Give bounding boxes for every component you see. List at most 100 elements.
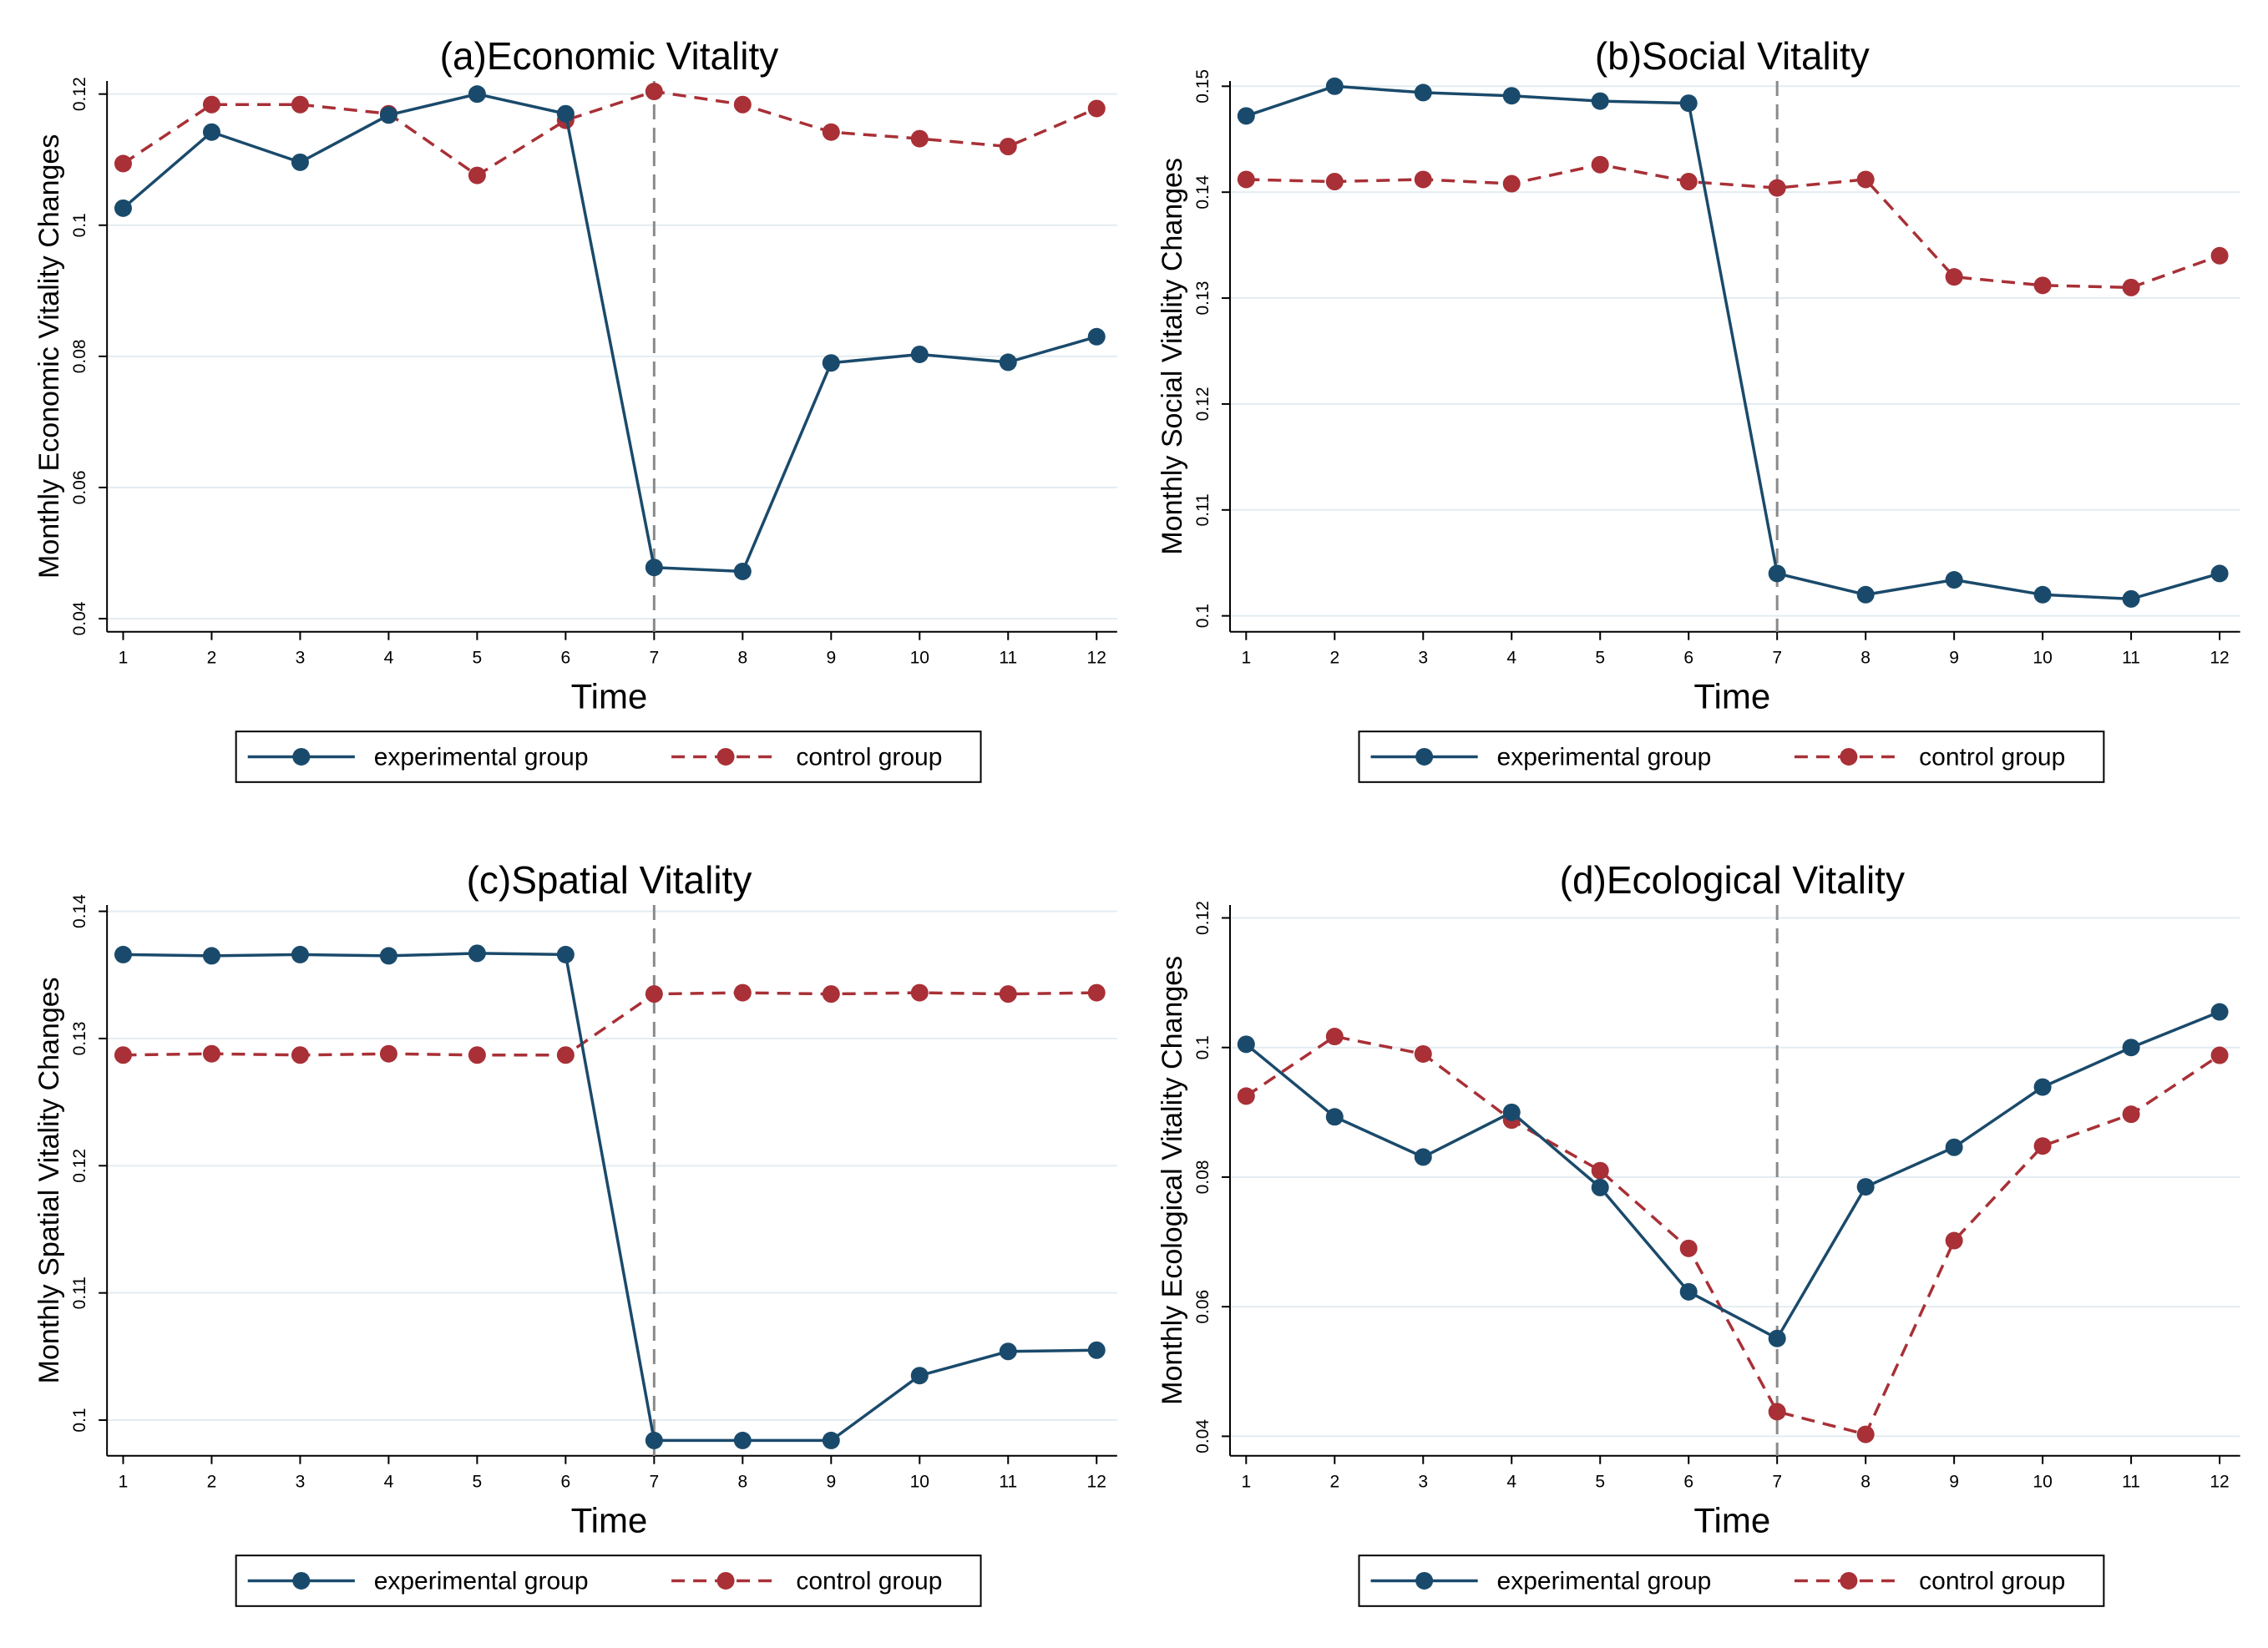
x-tick-label: 7 (649, 1473, 659, 1492)
data-point-control (1856, 1425, 1875, 1443)
x-tick-label: 11 (999, 649, 1017, 668)
data-point-experimental (202, 947, 220, 965)
data-point-control (2210, 246, 2229, 265)
data-point-control (733, 95, 752, 114)
data-point-experimental (379, 106, 397, 124)
y-axis-label: Monthly Social Vitality Changes (1157, 158, 1188, 555)
chart-panel-1: 0.040.060.080.10.121 2 3 4 5 6 7 8 9 10 11 12(a)Eco… (0, 0, 1117, 824)
data-point-experimental (910, 345, 929, 363)
y-tick-label: 0.06 (70, 470, 89, 504)
legend-marker-experimental (1415, 747, 1434, 766)
legend-marker-control (1840, 1571, 1858, 1590)
data-point-control (291, 1046, 309, 1064)
x-tick-label: 2 (207, 649, 217, 668)
y-tick-label: 0.15 (1193, 69, 1212, 104)
x-tick-label: 2 (207, 1473, 217, 1492)
data-point-experimental (1087, 327, 1106, 346)
data-point-control (114, 1046, 132, 1064)
data-point-experimental (291, 153, 309, 171)
x-tick-label: 8 (1860, 1473, 1871, 1492)
chart-title: (d)Ecological Vitality (1560, 858, 1905, 902)
y-tick-label: 0.12 (70, 1149, 89, 1183)
data-point-experimental (1591, 1178, 1609, 1196)
x-tick-label: 11 (2122, 649, 2140, 668)
legend-label-control: control group (796, 1567, 942, 1595)
data-point-experimental (291, 945, 309, 963)
x-tick-label: 4 (1506, 649, 1516, 668)
x-tick-label: 10 (910, 1473, 929, 1492)
data-point-control (468, 1046, 486, 1064)
x-axis-label: Time (1693, 676, 1770, 715)
data-point-control (822, 123, 840, 141)
data-point-experimental (1679, 1282, 1698, 1301)
legend-marker-control (1840, 747, 1858, 766)
y-tick-label: 0.04 (1193, 1419, 1212, 1453)
x-tick-label: 5 (1595, 1473, 1605, 1492)
data-point-experimental (2033, 585, 2052, 604)
legend-label-experimental: experimental group (1497, 743, 1712, 771)
x-tick-label: 7 (1772, 1473, 1782, 1492)
legend-label-control: control group (796, 743, 942, 771)
data-point-control (1856, 170, 1875, 189)
x-tick-label: 3 (1418, 1473, 1428, 1492)
x-tick-label: 9 (1949, 1473, 1959, 1492)
legend-box (235, 730, 982, 783)
data-point-control (114, 154, 132, 173)
legend-label-experimental: experimental group (374, 743, 589, 771)
data-point-control (1325, 1028, 1344, 1046)
data-point-experimental (2033, 1078, 2052, 1096)
series-line-experimental (123, 952, 1097, 1443)
y-tick-label: 0.1 (1193, 1035, 1212, 1059)
data-point-control (1591, 155, 1609, 174)
x-axis-label: Time (571, 676, 648, 715)
legend-box (1358, 730, 2105, 783)
data-point-experimental (1945, 1138, 1963, 1156)
chart-panel-3: 0.10.110.120.130.141 2 3 4 5 6 7 8 9 10 11 12(c)Spa… (0, 827, 1117, 1648)
data-point-control (379, 1044, 397, 1063)
x-tick-label: 7 (1772, 649, 1782, 668)
data-point-experimental (1325, 77, 1344, 95)
x-tick-label: 12 (1087, 649, 1106, 668)
data-point-experimental (1502, 87, 1521, 105)
legend-box (235, 1554, 982, 1607)
data-point-experimental (202, 123, 220, 141)
x-tick-label: 6 (561, 1473, 571, 1492)
series-line-experimental (1245, 84, 2220, 601)
data-point-control (1768, 179, 1786, 197)
plot-area (107, 904, 1117, 1456)
x-tick-label: 1 (1241, 1473, 1251, 1492)
data-point-experimental (1768, 564, 1786, 583)
data-point-control (1945, 1231, 1963, 1250)
data-point-experimental (999, 353, 1017, 372)
legend-marker-experimental (292, 747, 311, 766)
data-point-experimental (822, 354, 840, 372)
data-point-control (2122, 278, 2140, 296)
x-tick-label: 4 (1506, 1473, 1516, 1492)
x-tick-label: 8 (737, 1473, 747, 1492)
chart-title: (a)Economic Vitality (440, 34, 779, 78)
x-tick-label: 7 (649, 649, 659, 668)
x-tick-label: 6 (561, 649, 571, 668)
x-axis-label: Time (571, 1500, 648, 1539)
data-point-experimental (1856, 585, 1875, 604)
x-tick-label: 4 (384, 1473, 394, 1492)
data-point-control (999, 985, 1017, 1003)
data-point-experimental (999, 1342, 1017, 1361)
y-tick-label: 0.13 (1193, 281, 1212, 316)
data-point-control (822, 985, 840, 1003)
data-point-experimental (556, 104, 575, 123)
y-axis-label: Monthly Ecological Vitality Changes (1157, 956, 1188, 1405)
legend-label-control: control group (1919, 743, 2065, 771)
x-tick-label: 4 (384, 649, 394, 668)
y-tick-label: 0.11 (70, 1276, 89, 1309)
data-point-experimental (1856, 1178, 1875, 1196)
data-point-control (202, 1044, 220, 1063)
chart-title: (c)Spatial Vitality (467, 858, 752, 902)
x-tick-label: 11 (999, 1473, 1017, 1492)
data-point-control (1679, 172, 1698, 190)
data-point-control (1768, 1403, 1786, 1421)
legend-marker-control (716, 1571, 735, 1590)
data-point-experimental (1679, 94, 1698, 113)
x-tick-label: 8 (737, 649, 747, 668)
